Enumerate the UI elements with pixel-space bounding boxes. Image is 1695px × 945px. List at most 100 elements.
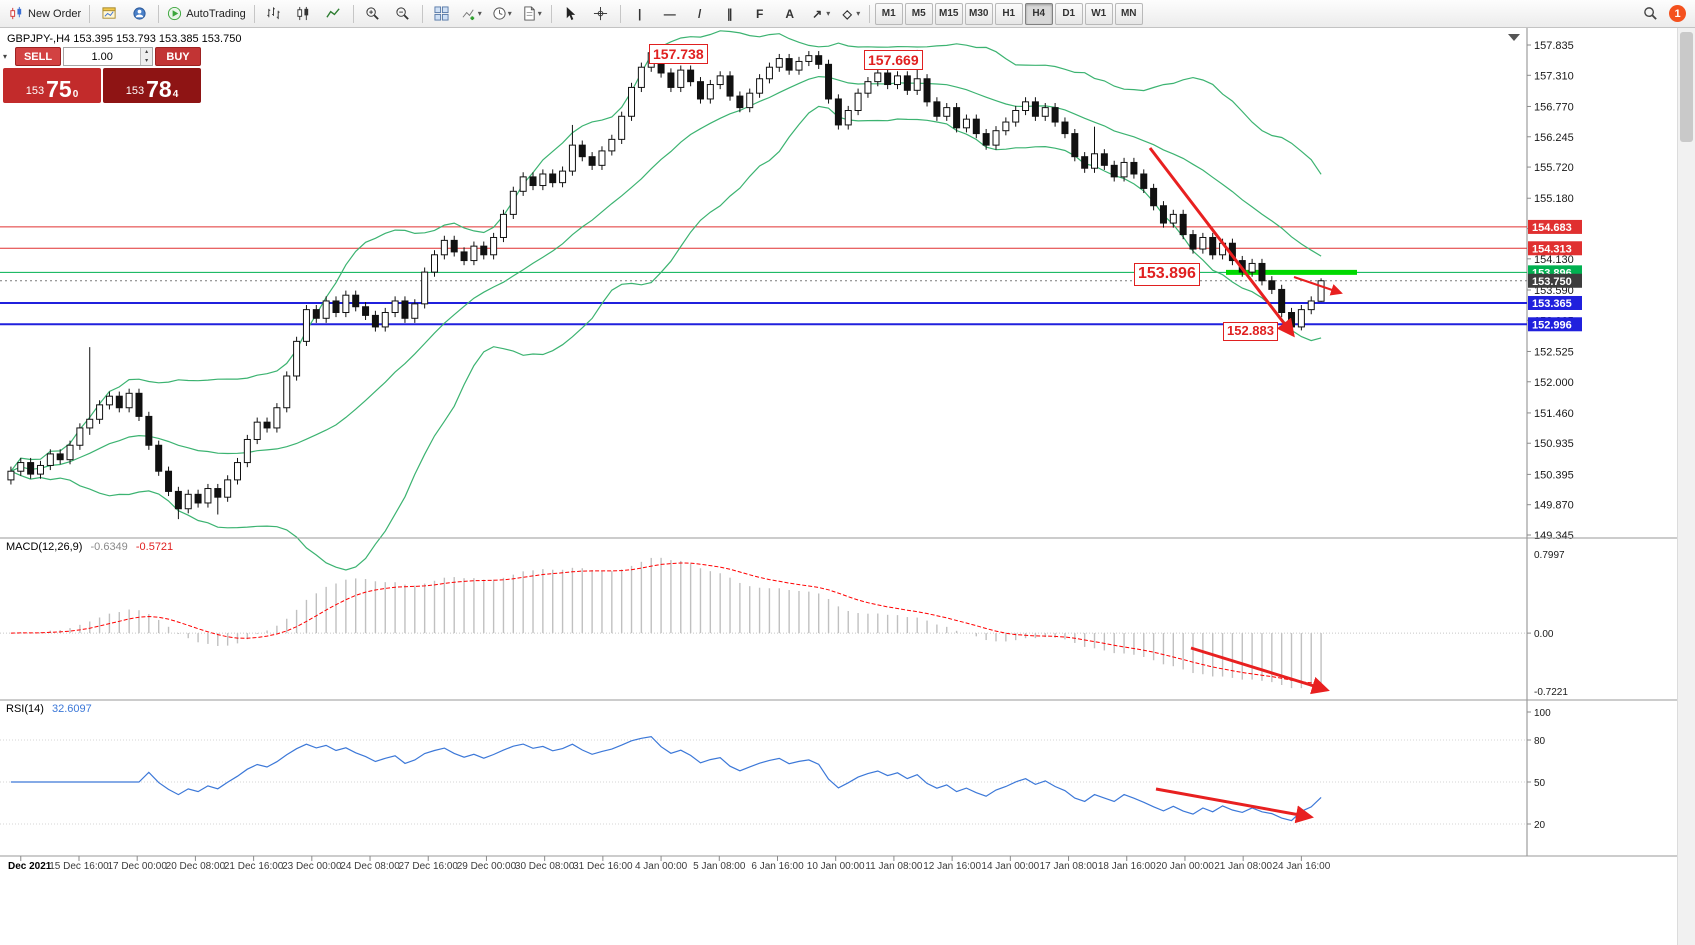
bar-chart-mode-button[interactable] [260,3,288,25]
timeframe-m5[interactable]: M5 [904,2,933,25]
time-tick-label: 21 Jan 08:00 [1214,861,1272,872]
timeframe-h4[interactable]: H4 [1024,2,1053,25]
fibonacci-tool-button[interactable]: F [746,3,774,25]
trade-panel-toggle[interactable]: ▾ [3,47,13,66]
sell-price-box[interactable]: 153 75 0 [3,68,101,103]
arrow-tool-icon: ↗ [812,6,823,21]
charts-window-button[interactable] [95,3,123,25]
window-scrollbar[interactable] [1677,28,1695,945]
vertical-line-tool-button[interactable]: | [626,3,654,25]
sell-button[interactable]: SELL [15,47,61,66]
candle-body [953,107,961,129]
profiles-button[interactable] [125,3,153,25]
price-annotation[interactable]: 152.883 [1223,322,1278,341]
horizontal-line-tool-button[interactable]: — [656,3,684,25]
macd-main-value: -0.6349 [90,541,128,553]
axis-price-badge [1528,295,1582,310]
indicators-button[interactable]: ▾ [458,3,486,25]
volume-up-button[interactable]: ▴ [141,48,152,57]
time-tick-label: 5 Jan 08:00 [693,861,746,872]
tile-windows-button[interactable] [428,3,456,25]
trend-arrow-2[interactable] [1293,276,1343,296]
periods-button[interactable]: ▾ [488,3,516,25]
buy-price-box[interactable]: 153 78 4 [103,68,201,103]
trendline-tool-button[interactable]: / [686,3,714,25]
candle-body [46,453,54,466]
toolbar-separator [421,4,423,23]
chart-shift-marker[interactable] [1508,34,1520,41]
buy-button[interactable]: BUY [155,47,201,66]
shapes-tool-button[interactable]: ◇ ▾ [836,3,864,25]
timeframe-w1[interactable]: W1 [1084,2,1113,25]
timeframe-m30[interactable]: M30 [964,2,993,25]
candle-body [1169,213,1177,224]
line-chart-mode-button[interactable] [320,3,348,25]
candle-body [233,462,241,481]
toolbar-separator [253,4,255,23]
notification-count: 1 [1674,7,1681,20]
rsi-name: RSI(14) [6,703,44,715]
axis-price-badge [1528,241,1582,256]
candle-body [677,69,685,88]
candle-body [1120,161,1128,178]
tile-windows-icon [434,6,449,21]
candle-body [1258,262,1266,282]
candle-body [1179,213,1187,236]
crosshair-tool-button[interactable] [587,3,615,25]
price-tick-label: 156.245 [1534,132,1574,144]
price-tick-label: 153.590 [1534,285,1574,297]
volume-input[interactable] [64,48,141,65]
volume-stepper: ▴ ▾ [140,48,152,65]
trend-arrow-4[interactable] [1155,787,1314,824]
timeframe-d1[interactable]: D1 [1054,2,1083,25]
candle-body [637,66,645,88]
candle-body [716,75,724,86]
crosshair-icon [594,6,608,21]
price-axis[interactable] [1527,28,1695,856]
timeframe-label: MN [1120,8,1137,19]
axis-price-badge [1528,273,1582,288]
text-tool-button[interactable]: A [776,3,804,25]
price-annotation[interactable]: 157.738 [649,44,708,65]
trend-arrow-1[interactable] [1148,147,1295,338]
templates-button[interactable]: ▾ [518,3,546,25]
notification-badge[interactable]: 1 [1669,5,1686,22]
candle-body [1130,161,1138,175]
chevron-down-icon: ▾ [826,9,831,18]
timeframe-m15[interactable]: M15 [934,2,963,25]
autotrading-button[interactable]: AutoTrading [164,3,249,25]
volume-down-button[interactable]: ▾ [141,56,152,65]
chevron-down-icon: ▾ [477,9,482,18]
channel-tool-button[interactable]: ∥ [716,3,744,25]
time-tick-label: 10 Jan 00:00 [807,861,865,872]
zoom-out-button[interactable] [389,3,417,25]
bollinger-middle-band [10,75,1322,472]
cursor-tool-button[interactable] [557,3,585,25]
time-tick-label: 20 Dec 08:00 [166,861,226,872]
candle-body [933,101,941,117]
candle-body [391,300,399,314]
trend-arrow-3[interactable] [1190,646,1330,695]
timeframe-mn[interactable]: MN [1114,2,1143,25]
sell-price-pips: 75 [46,76,72,103]
timeframe-m1[interactable]: M1 [874,2,903,25]
arrow-tool-button[interactable]: ↗ ▾ [806,3,834,25]
rsi-scale-label: 20 [1534,820,1546,831]
candle-body [539,173,547,187]
time-tick-label: 23 Dec 00:00 [282,861,342,872]
new-order-button[interactable]: New Order [6,3,84,25]
search-button[interactable] [1636,3,1664,25]
toolbar-separator [619,4,621,23]
candle-body [145,415,153,446]
price-annotation[interactable]: 153.896 [1134,263,1200,286]
scrollbar-thumb[interactable] [1680,32,1693,142]
time-axis[interactable] [0,856,1695,945]
candle-body [775,58,783,68]
candlestick-mode-button[interactable] [290,3,318,25]
price-tick-label: 152.525 [1534,346,1574,358]
price-annotation[interactable]: 157.669 [864,50,923,71]
timeframe-h1[interactable]: H1 [994,2,1023,25]
zoom-in-button[interactable] [359,3,387,25]
